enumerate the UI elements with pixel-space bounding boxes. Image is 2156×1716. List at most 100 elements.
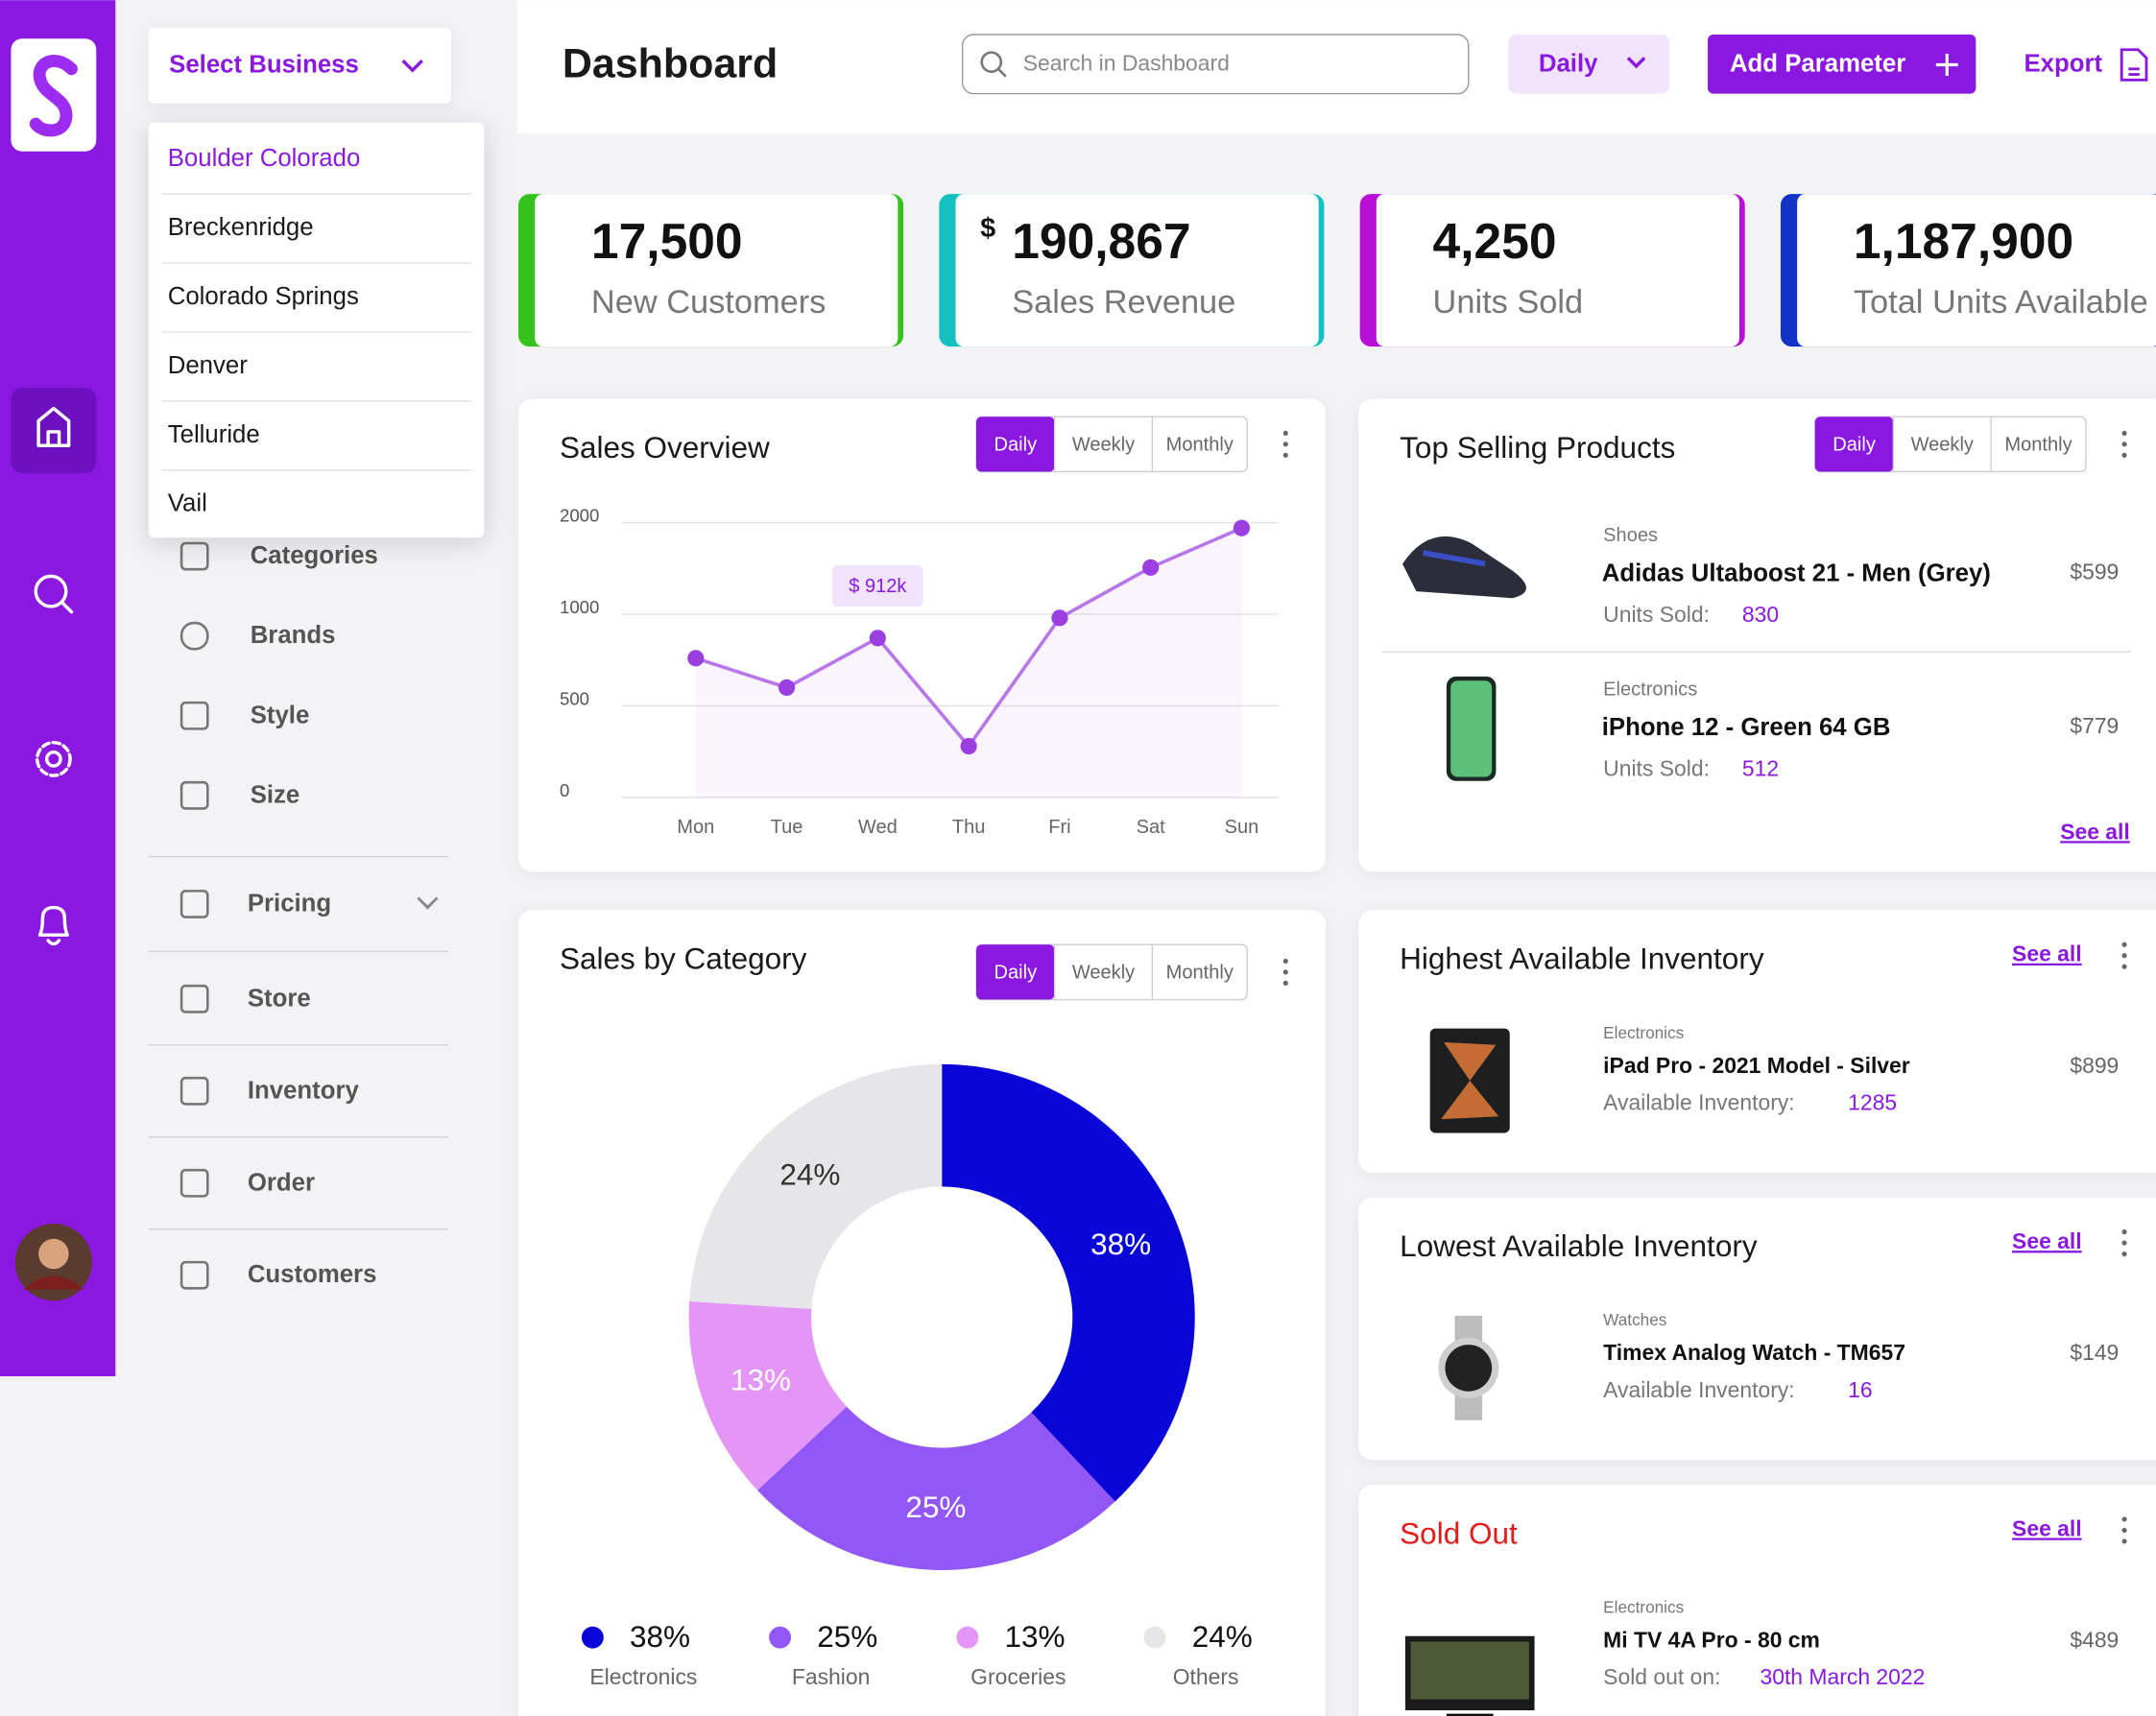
more-menu-dot[interactable]	[2121, 1538, 2127, 1544]
see-all-link[interactable]: See all	[2060, 819, 2130, 844]
more-menu-dot[interactable]	[2121, 1240, 2127, 1246]
data-point[interactable]	[960, 737, 977, 755]
kpi-value: 1,187,900	[1854, 213, 2073, 269]
more-menu-dot[interactable]	[1282, 430, 1288, 436]
donut-slice[interactable]	[757, 1406, 1115, 1570]
x-tick-label: Wed	[858, 817, 898, 838]
period-select[interactable]	[1508, 34, 1669, 94]
metric-value: 16	[1848, 1377, 1872, 1402]
legend-label: Groceries	[970, 1664, 1066, 1689]
more-menu-dot[interactable]	[1282, 958, 1288, 965]
data-point[interactable]	[778, 679, 796, 696]
period-label: Daily	[1539, 50, 1598, 77]
metric-value: 512	[1742, 755, 1779, 780]
search-placeholder: Search in Dashboard	[1023, 51, 1230, 76]
see-all-link[interactable]: See all	[2012, 1515, 2082, 1540]
see-all-link[interactable]: See all	[2012, 1228, 2082, 1253]
product-price: $899	[2070, 1053, 2119, 1078]
tab-label[interactable]: Weekly	[1911, 435, 1974, 456]
kpi-label: New Customers	[591, 284, 826, 321]
tab-label[interactable]: Daily	[994, 963, 1038, 984]
tab-label[interactable]: Daily	[994, 435, 1038, 456]
dropdown-option[interactable]: Vail	[168, 490, 207, 517]
tab-active[interactable]	[1814, 417, 1894, 472]
donut-slice[interactable]	[688, 1300, 847, 1490]
dropdown-option[interactable]: Breckenridge	[168, 214, 314, 241]
menu-item[interactable]: Style	[251, 702, 310, 728]
legend-label: Electronics	[589, 1664, 697, 1689]
tab-label[interactable]: Weekly	[1072, 435, 1135, 456]
menu-item[interactable]: Customers	[248, 1261, 377, 1288]
tab-label[interactable]: Daily	[1833, 435, 1876, 456]
metric-label: Available Inventory:	[1603, 1089, 1795, 1114]
more-menu-dot[interactable]	[2121, 1251, 2127, 1257]
more-menu-dot[interactable]	[1282, 452, 1288, 458]
export-link[interactable]: Export	[2024, 50, 2102, 77]
product-image	[1410, 1641, 1529, 1700]
card-title: Sales by Category	[560, 941, 807, 976]
more-menu-dot[interactable]	[2121, 441, 2127, 447]
more-menu-dot[interactable]	[2121, 941, 2127, 947]
tab-active[interactable]	[976, 417, 1055, 472]
menu-item[interactable]: Order	[248, 1169, 315, 1196]
menu-icon	[180, 780, 209, 810]
business-select[interactable]	[148, 27, 451, 104]
more-menu-dot[interactable]	[2121, 1229, 2127, 1235]
data-point[interactable]	[1233, 519, 1251, 536]
menu-item[interactable]: Categories	[251, 542, 378, 569]
tab-label[interactable]: Weekly	[1072, 963, 1135, 984]
tab-label[interactable]: Monthly	[1166, 963, 1234, 984]
donut-slice[interactable]	[942, 1063, 1195, 1502]
product-image	[1445, 1345, 1493, 1392]
data-point[interactable]	[1142, 559, 1160, 576]
bell-icon[interactable]	[37, 905, 69, 946]
tab-label[interactable]: Monthly	[1166, 435, 1234, 456]
donut-slice[interactable]	[689, 1063, 943, 1309]
menu-item[interactable]: Store	[248, 985, 311, 1012]
more-menu-dot[interactable]	[2121, 964, 2127, 969]
more-menu-dot[interactable]	[1282, 969, 1288, 975]
more-menu-dot[interactable]	[2121, 953, 2127, 959]
more-menu-dot[interactable]	[1282, 441, 1288, 447]
more-menu-dot[interactable]	[2121, 452, 2127, 458]
more-menu-dot[interactable]	[2121, 430, 2127, 436]
more-menu-dot[interactable]	[2121, 1516, 2127, 1522]
kpi-card	[1797, 194, 2156, 347]
see-all-link[interactable]: See all	[2012, 941, 2082, 966]
export-icon	[2120, 48, 2148, 82]
dropdown-option[interactable]: Denver	[168, 352, 248, 379]
more-menu-dot[interactable]	[2121, 1527, 2127, 1534]
data-point[interactable]	[869, 630, 886, 647]
tab-label[interactable]: Monthly	[2004, 435, 2072, 456]
search-icon[interactable]	[34, 574, 74, 614]
card-title: Sold Out	[1400, 1516, 1518, 1551]
tab-active[interactable]	[976, 944, 1055, 1000]
menu-item[interactable]: Pricing	[248, 891, 331, 918]
y-tick-label: 0	[560, 780, 569, 800]
add-parameter-button[interactable]	[1708, 34, 1976, 94]
avatar[interactable]	[14, 1224, 92, 1301]
kpi-label: Sales Revenue	[1012, 284, 1235, 321]
card	[518, 910, 1326, 1716]
page-title: Dashboard	[563, 40, 778, 86]
add-parameter-label: Add Parameter	[1730, 50, 1905, 77]
menu-item[interactable]: Size	[251, 781, 300, 808]
x-tick-label: Tue	[771, 817, 803, 838]
x-tick-label: Sat	[1137, 817, 1166, 838]
metric-value: 1285	[1848, 1089, 1897, 1114]
menu-item[interactable]: Inventory	[248, 1077, 360, 1104]
dropdown-option[interactable]: Telluride	[168, 421, 260, 448]
menu-item[interactable]: Brands	[251, 622, 336, 649]
settings-icon[interactable]	[35, 740, 72, 777]
dropdown-option[interactable]: Boulder Colorado	[168, 145, 361, 172]
menu-icon	[180, 701, 209, 730]
card	[1358, 910, 2156, 1174]
more-menu-dot[interactable]	[1282, 980, 1288, 986]
search-box[interactable]	[961, 34, 1470, 95]
data-point[interactable]	[687, 650, 705, 667]
data-point[interactable]	[1051, 609, 1068, 627]
card	[1358, 398, 2156, 872]
dropdown-option[interactable]: Colorado Springs	[168, 283, 359, 310]
product-category: Watches	[1603, 1310, 1666, 1329]
legend-label: Fashion	[792, 1664, 871, 1689]
